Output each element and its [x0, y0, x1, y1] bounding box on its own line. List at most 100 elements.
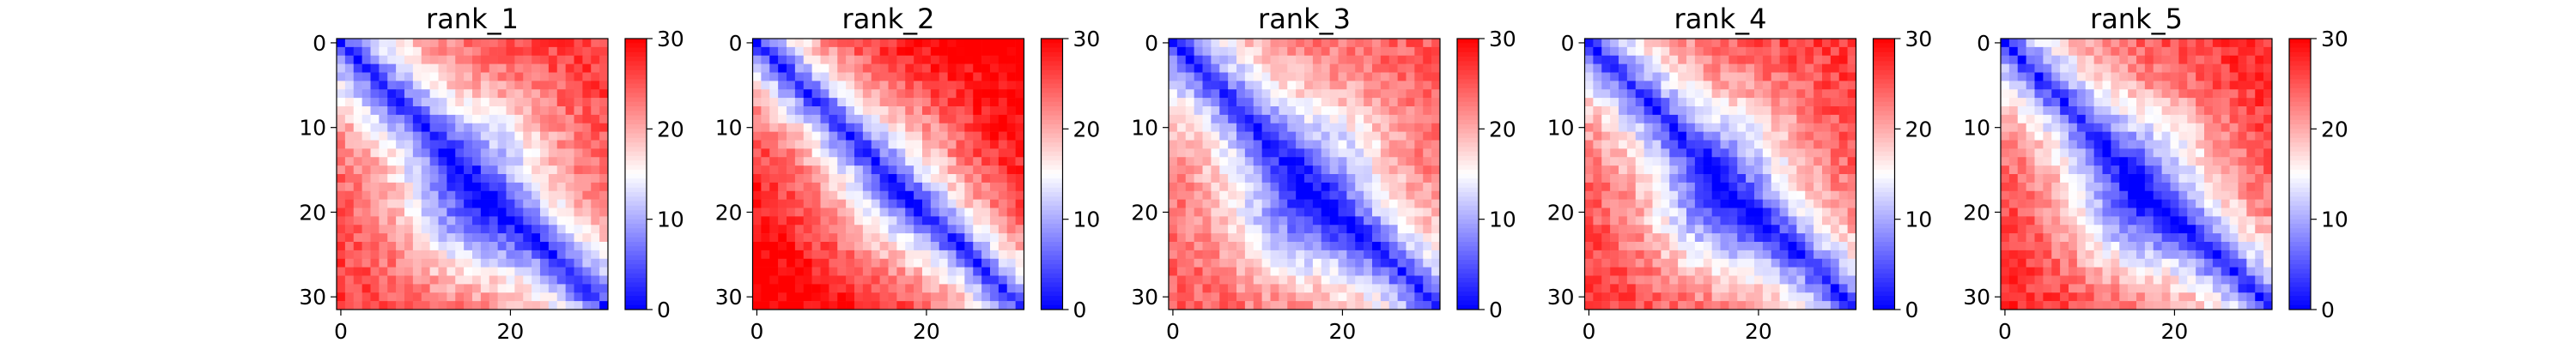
heatmap-cell: [421, 190, 430, 200]
heatmap-cell: [455, 81, 465, 90]
heatmap-cell: [396, 123, 405, 132]
heatmap-cell: [370, 301, 380, 310]
heatmap-cell: [2076, 55, 2087, 64]
heatmap-cell: [846, 242, 855, 251]
heatmap-cell: [1626, 208, 1637, 217]
heatmap-cell: [2128, 157, 2137, 166]
heatmap-cell: [497, 233, 507, 243]
heatmap-cell: [1779, 258, 1789, 268]
heatmap-cell: [532, 140, 541, 149]
colorbar-segment: [1457, 201, 1479, 207]
heatmap-cell: [379, 165, 388, 175]
heatmap-cell: [370, 114, 380, 124]
y-tick-label: 20: [715, 200, 743, 225]
heatmap-cell: [914, 114, 923, 124]
heatmap-cell: [1185, 106, 1194, 116]
heatmap-cell: [905, 55, 914, 64]
heatmap-cell: [2111, 174, 2120, 184]
colorbar-segment: [1873, 264, 1895, 269]
heatmap-cell: [1635, 55, 1644, 64]
colorbar-segment: [625, 47, 647, 53]
heatmap-cell: [1669, 267, 1679, 276]
heatmap-cell: [1788, 131, 1797, 141]
heatmap-cell: [1364, 199, 1373, 208]
heatmap-cell: [548, 55, 558, 64]
heatmap-cell: [820, 225, 829, 234]
heatmap-cell: [1720, 148, 1729, 158]
heatmap-cell: [353, 199, 362, 208]
heatmap-cell: [480, 199, 490, 208]
heatmap-cell: [556, 267, 566, 276]
heatmap-cell: [879, 292, 889, 302]
heatmap-cell: [1346, 39, 1356, 48]
heatmap-cell: [1703, 275, 1712, 285]
heatmap-cell: [337, 165, 346, 175]
heatmap-cell: [1397, 63, 1406, 73]
heatmap-cell: [523, 72, 532, 81]
heatmap-cell: [1635, 81, 1644, 90]
heatmap-cell: [1406, 258, 1415, 268]
heatmap-cell: [1762, 106, 1772, 116]
heatmap-cell: [1169, 89, 1178, 99]
heatmap-cell: [1372, 140, 1382, 149]
heatmap-cell: [1015, 267, 1024, 276]
heatmap-cell: [914, 46, 923, 57]
heatmap-cell: [1414, 258, 1424, 268]
heatmap-cell: [1805, 208, 1814, 217]
heatmap-cell: [1737, 123, 1747, 132]
heatmap-cell: [1643, 301, 1653, 310]
heatmap-cell: [1296, 275, 1305, 285]
heatmap-cell: [1169, 242, 1178, 251]
heatmap-cell: [421, 140, 430, 149]
heatmap-cell: [1788, 63, 1797, 73]
heatmap-cell: [1321, 174, 1330, 184]
heatmap-cell: [947, 39, 957, 48]
heatmap-cell: [1253, 148, 1262, 158]
heatmap-cell: [1746, 258, 1755, 268]
heatmap-cell: [387, 98, 397, 107]
heatmap-cell: [1279, 106, 1288, 116]
heatmap-cell: [1423, 140, 1432, 149]
heatmap-cell: [973, 267, 982, 276]
heatmap-cell: [1253, 63, 1262, 73]
heatmap-cell: [1304, 225, 1314, 234]
colorbar-segment: [1873, 237, 1895, 243]
heatmap-cell: [888, 123, 897, 132]
heatmap-cell: [574, 182, 583, 192]
heatmap-cell: [1338, 106, 1347, 116]
heatmap-cell: [1397, 174, 1406, 184]
heatmap-cell: [514, 46, 524, 57]
heatmap-cell: [1788, 225, 1797, 234]
heatmap-cell: [1169, 216, 1178, 226]
heatmap-cell: [548, 63, 558, 73]
heatmap-cell: [981, 284, 991, 293]
heatmap-cell: [1838, 208, 1848, 217]
heatmap-cell: [2212, 98, 2222, 107]
heatmap-cell: [973, 284, 982, 293]
heatmap-cell: [1746, 216, 1755, 226]
heatmap-cell: [2017, 157, 2026, 166]
heatmap-cell: [846, 165, 855, 175]
heatmap-cell: [998, 216, 1008, 226]
heatmap-cell: [1762, 89, 1772, 99]
heatmap-cell: [1610, 123, 1619, 132]
heatmap-cell: [811, 123, 821, 132]
heatmap-cell: [1814, 216, 1823, 226]
heatmap-cell: [1329, 190, 1339, 200]
heatmap-cell: [1397, 165, 1406, 175]
heatmap-cell: [1329, 123, 1339, 132]
heatmap-cell: [1304, 114, 1314, 124]
heatmap-cell: [1279, 292, 1288, 302]
heatmap-cell: [1661, 55, 1670, 64]
heatmap-cell: [1746, 242, 1755, 251]
colorbar-segment: [1041, 124, 1063, 129]
heatmap-cell: [1261, 131, 1271, 141]
heatmap-cell: [2093, 89, 2103, 99]
heatmap-cell: [1779, 140, 1789, 149]
heatmap-cell: [2076, 81, 2087, 90]
heatmap-cell: [1601, 301, 1611, 310]
heatmap-cell: [387, 182, 397, 192]
heatmap-cell: [497, 46, 507, 57]
heatmap-cell: [1838, 98, 1848, 107]
heatmap-cell: [574, 89, 583, 99]
